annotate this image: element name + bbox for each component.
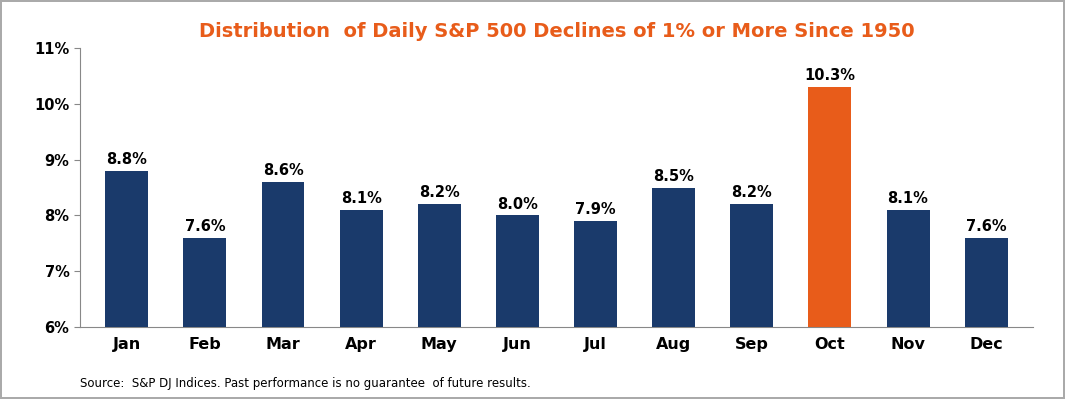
Bar — [262, 182, 305, 399]
Text: 8.1%: 8.1% — [887, 191, 929, 206]
Bar — [886, 210, 930, 399]
Bar — [965, 238, 1007, 399]
Text: 8.5%: 8.5% — [653, 169, 694, 184]
Bar — [105, 171, 148, 399]
Text: 8.6%: 8.6% — [263, 163, 304, 178]
Text: 8.1%: 8.1% — [341, 191, 381, 206]
Text: 8.8%: 8.8% — [106, 152, 147, 167]
Text: 7.6%: 7.6% — [184, 219, 225, 234]
Bar — [574, 221, 617, 399]
Bar — [183, 238, 227, 399]
Bar — [808, 87, 851, 399]
Bar — [496, 215, 539, 399]
Bar — [417, 204, 461, 399]
Text: 8.2%: 8.2% — [732, 186, 772, 200]
Text: 8.2%: 8.2% — [419, 186, 460, 200]
Bar — [731, 204, 773, 399]
Bar — [340, 210, 382, 399]
Text: 10.3%: 10.3% — [804, 68, 855, 83]
Text: 7.6%: 7.6% — [966, 219, 1006, 234]
Text: 8.0%: 8.0% — [497, 197, 538, 211]
Title: Distribution  of Daily S&P 500 Declines of 1% or More Since 1950: Distribution of Daily S&P 500 Declines o… — [199, 22, 914, 41]
Text: 7.9%: 7.9% — [575, 202, 616, 217]
Text: Source:  S&P DJ Indices. Past performance is no guarantee  of future results.: Source: S&P DJ Indices. Past performance… — [80, 377, 530, 390]
Bar — [652, 188, 695, 399]
